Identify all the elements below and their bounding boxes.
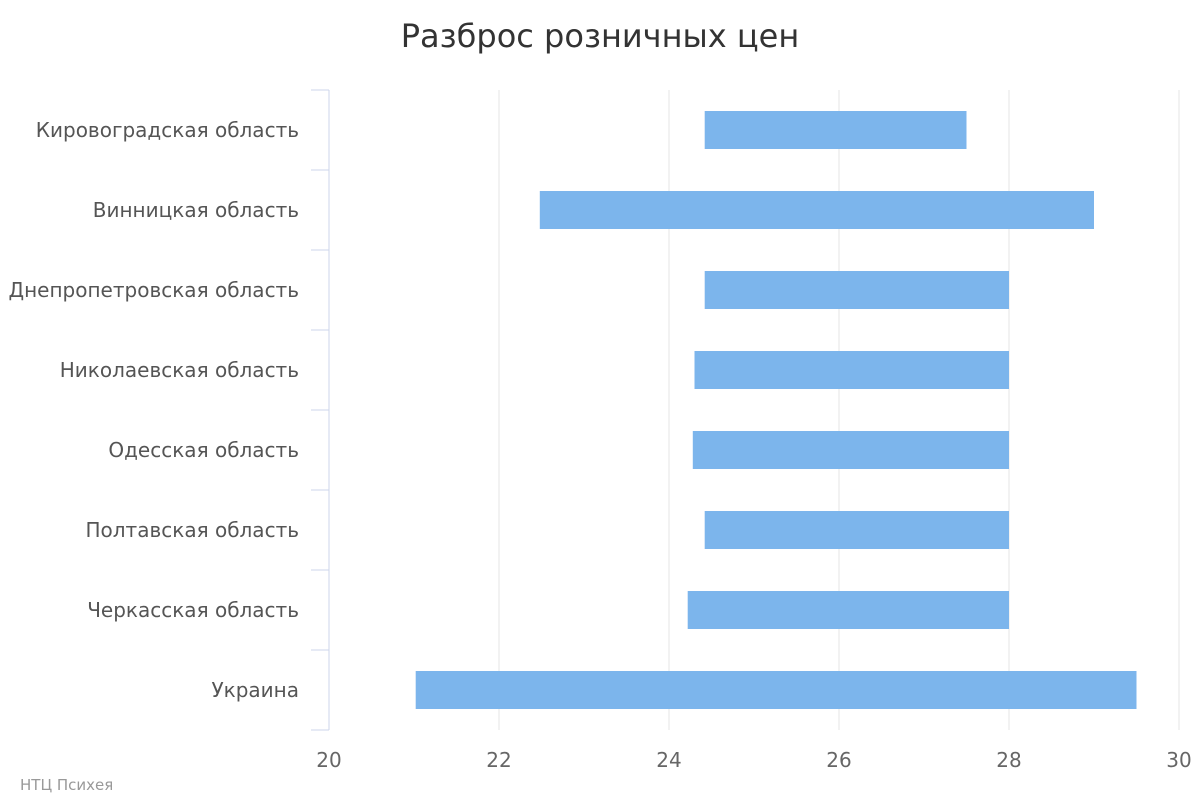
category-label: Черкасская область xyxy=(87,598,299,622)
bar[interactable] xyxy=(415,671,1137,709)
credit-label[interactable]: НТЦ Психея xyxy=(20,776,113,794)
bar[interactable] xyxy=(704,271,1009,309)
category-label: Винницкая область xyxy=(93,198,299,222)
bar[interactable] xyxy=(704,511,1009,549)
category-label: Одесская область xyxy=(108,438,299,462)
category-label: Днепропетровская область xyxy=(8,278,299,302)
x-tick-label: 22 xyxy=(486,748,511,772)
category-label: Украина xyxy=(211,678,299,702)
chart-title: Разброс розничных цен xyxy=(401,17,800,55)
bar[interactable] xyxy=(694,351,1010,389)
bar[interactable] xyxy=(704,111,967,149)
bar[interactable] xyxy=(692,431,1009,469)
bars xyxy=(415,111,1137,709)
x-tick-label: 30 xyxy=(1166,748,1191,772)
value-axis: 20 22 24 26 28 30 xyxy=(316,748,1191,772)
x-tick-label: 28 xyxy=(996,748,1021,772)
category-label: Николаевская область xyxy=(60,358,299,382)
grid-lines xyxy=(498,90,1180,730)
bar[interactable] xyxy=(687,591,1009,629)
category-label: Полтавская область xyxy=(85,518,299,542)
category-axis: Кировоградская область Винницкая область Д… xyxy=(8,89,330,731)
category-label: Кировоградская область xyxy=(36,118,299,142)
x-tick-label: 24 xyxy=(656,748,681,772)
x-tick-label: 26 xyxy=(826,748,851,772)
bar[interactable] xyxy=(539,191,1094,229)
x-tick-label: 20 xyxy=(316,748,341,772)
